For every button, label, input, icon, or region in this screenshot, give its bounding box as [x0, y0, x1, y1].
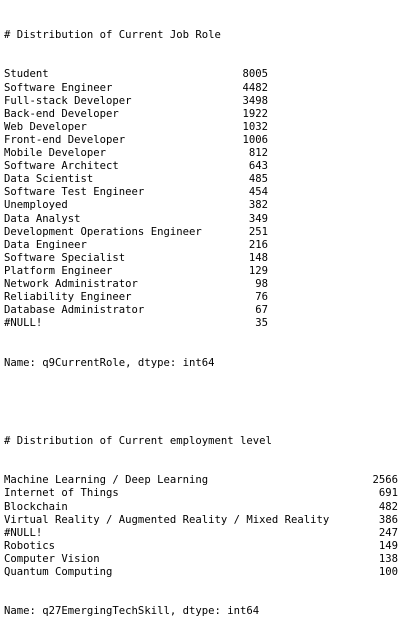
- table-row: Software Architect 643: [4, 160, 398, 173]
- row-value: 454: [248, 186, 268, 199]
- table-row: Software Engineer 4482: [4, 82, 398, 95]
- row-value: 643: [248, 160, 268, 173]
- row-value: 812: [248, 147, 268, 160]
- table-row: #NULL! 247: [4, 527, 398, 540]
- row-value: 1032: [242, 120, 268, 133]
- notebook-output: # Distribution of Current Job Role Stude…: [4, 3, 398, 632]
- row-label: Full-stack Developer: [4, 94, 132, 107]
- table-row: Front-end Developer 1006: [4, 134, 398, 147]
- row-label: Software Specialist: [4, 251, 126, 264]
- table-row: Reliability Engineer 76: [4, 291, 398, 304]
- section1-footer: Name: q9CurrentRole, dtype: int64: [4, 356, 215, 369]
- row-label: Blockchain: [4, 500, 68, 513]
- row-value: 67: [255, 304, 268, 317]
- table-row: Computer Vision 138: [4, 553, 398, 566]
- row-label: Development Operations Engineer: [4, 225, 202, 238]
- row-value: 8005: [242, 68, 268, 81]
- row-value: 4482: [242, 81, 268, 94]
- row-value: 149: [378, 539, 398, 552]
- row-label: Internet of Things: [4, 487, 119, 500]
- table-row: Network Administrator 98: [4, 278, 398, 291]
- row-value: 148: [248, 251, 268, 264]
- table-row: Web Developer 1032: [4, 121, 398, 134]
- row-value: 382: [248, 199, 268, 212]
- table-row: #NULL! 35: [4, 317, 398, 330]
- table-row: Virtual Reality / Augmented Reality / Mi…: [4, 514, 398, 527]
- row-label: Robotics: [4, 539, 56, 552]
- table-row: Robotics 149: [4, 540, 398, 553]
- table-row: Student 8005: [4, 68, 398, 81]
- row-value: 251: [248, 225, 268, 238]
- row-label: Database Administrator: [4, 304, 145, 317]
- section2-footer: Name: q27EmergingTechSkill, dtype: int64: [4, 605, 260, 618]
- row-value: 247: [378, 526, 398, 539]
- row-label: #NULL!: [4, 526, 43, 539]
- table-row: Database Administrator 67: [4, 304, 398, 317]
- row-value: 2566: [372, 474, 398, 487]
- table-row: Platform Engineer 129: [4, 265, 398, 278]
- table-row: Internet of Things 691: [4, 487, 398, 500]
- row-value: 1006: [242, 133, 268, 146]
- table-row: Unemployed 382: [4, 199, 398, 212]
- row-label: Software Engineer: [4, 81, 113, 94]
- section1-header: # Distribution of Current Job Role: [4, 29, 221, 42]
- row-value: 129: [248, 264, 268, 277]
- row-label: Student: [4, 68, 49, 81]
- row-label: Front-end Developer: [4, 133, 126, 146]
- row-label: Software Test Engineer: [4, 186, 145, 199]
- table-row: Development Operations Engineer 251: [4, 226, 398, 239]
- row-value: 482: [378, 500, 398, 513]
- row-label: Back-end Developer: [4, 107, 119, 120]
- table-row: Mobile Developer 812: [4, 147, 398, 160]
- row-value: 76: [255, 291, 268, 304]
- row-label: Reliability Engineer: [4, 291, 132, 304]
- row-value: 216: [248, 238, 268, 251]
- row-value: 35: [255, 317, 268, 330]
- row-label: Data Engineer: [4, 238, 87, 251]
- row-label: Unemployed: [4, 199, 68, 212]
- row-label: Data Scientist: [4, 173, 94, 186]
- row-value: 138: [378, 552, 398, 565]
- section2-header: # Distribution of Current employment lev…: [4, 435, 272, 448]
- row-label: Mobile Developer: [4, 147, 107, 160]
- table-row: Blockchain 482: [4, 501, 398, 514]
- table-row: Back-end Developer 1922: [4, 108, 398, 121]
- table-row: Machine Learning / Deep Learning 2566: [4, 474, 398, 487]
- emerging-tech-table: Machine Learning / Deep Learning 2566 Inte…: [4, 474, 398, 579]
- row-label: Platform Engineer: [4, 264, 113, 277]
- table-row: Software Specialist 148: [4, 252, 398, 265]
- row-value: 349: [248, 212, 268, 225]
- row-value: 1922: [242, 107, 268, 120]
- row-value: 98: [255, 277, 268, 290]
- row-value: 485: [248, 173, 268, 186]
- row-label: Web Developer: [4, 120, 87, 133]
- row-label: Network Administrator: [4, 277, 138, 290]
- table-row: Software Test Engineer 454: [4, 186, 398, 199]
- row-value: 3498: [242, 94, 268, 107]
- table-row: Full-stack Developer 3498: [4, 95, 398, 108]
- table-row: Data Scientist 485: [4, 173, 398, 186]
- row-label: #NULL!: [4, 317, 43, 330]
- job-role-table: Student 8005 Software Engineer 4482 Full-sta…: [4, 68, 398, 330]
- row-value: 691: [378, 487, 398, 500]
- row-label: Machine Learning / Deep Learning: [4, 474, 209, 487]
- row-value: 386: [378, 513, 398, 526]
- row-label: Quantum Computing: [4, 566, 113, 579]
- table-row: Data Analyst 349: [4, 213, 398, 226]
- table-row: Quantum Computing 100: [4, 566, 398, 579]
- table-row: Data Engineer 216: [4, 239, 398, 252]
- row-label: Computer Vision: [4, 552, 100, 565]
- spacer: [4, 396, 398, 409]
- row-label: Virtual Reality / Augmented Reality / Mi…: [4, 513, 330, 526]
- row-value: 100: [378, 566, 398, 579]
- row-label: Software Architect: [4, 160, 119, 173]
- row-label: Data Analyst: [4, 212, 81, 225]
